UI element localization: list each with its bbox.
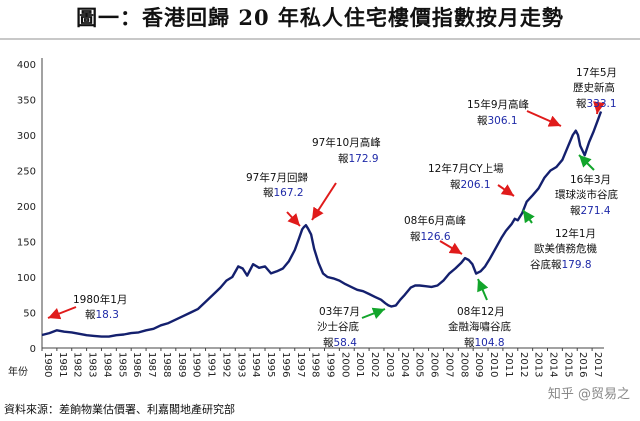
ann-1980-value: 報18.3 — [85, 309, 119, 321]
y-axis-ticks: 0 50 100 150 200 250 300 350 400 — [17, 60, 36, 355]
x-tick-label: 1986 — [131, 352, 142, 377]
x-tick-label: 2017 — [592, 352, 603, 377]
ann-08jun-value: 報126.6 — [410, 231, 451, 243]
x-tick-label: 1990 — [191, 352, 202, 377]
source-note: 資料來源：差餉物業估價署、利嘉閣地產研究部 — [4, 403, 235, 416]
ann-16mar-label-b: 環球淡市谷底 — [555, 188, 618, 201]
x-tick-label: 2002 — [369, 352, 380, 377]
x-tick-label: 1994 — [250, 352, 261, 377]
y-tick-label: 300 — [17, 131, 36, 142]
ann-03-value: 報58.4 — [323, 337, 357, 349]
ann-12jan-label-b: 歐美債務危機 — [534, 242, 597, 255]
ann-15sep-label: 15年9月高峰 — [467, 98, 530, 111]
x-tick-label: 1993 — [235, 352, 246, 377]
y-tick-label: 350 — [17, 96, 36, 107]
y-tick-label: 400 — [17, 60, 36, 71]
x-axis-ticks: 1980 1981 1982 1983 1984 1985 1986 1987 1988 1989… — [41, 348, 603, 377]
ann-12jan-value: 谷底報179.8 — [530, 258, 592, 271]
series-line — [41, 111, 603, 338]
x-tick-label: 2016 — [577, 352, 588, 377]
arrow-1980 — [47, 306, 77, 320]
arrow-97-oct — [311, 182, 337, 221]
x-tick-label: 2014 — [548, 352, 559, 377]
ann-16mar-label-a: 16年3月 — [570, 173, 611, 186]
annotations: 1980年1月 報18.3 97年7月回歸 報167.2 97年10月高峰 報1… — [73, 66, 618, 349]
ann-97oct-label: 97年10月高峰 — [312, 136, 381, 149]
arrow-08-jun — [439, 240, 463, 255]
y-tick-label: 100 — [17, 273, 36, 284]
x-tick-label: 1988 — [161, 352, 172, 377]
x-tick-label: 2008 — [458, 352, 469, 377]
ann-12jan-label-a: 12年1月 — [555, 227, 596, 240]
ann-03-label-b: 沙士谷底 — [317, 320, 359, 333]
arrow-97-jul — [286, 211, 301, 227]
ann-08dec-label-b: 金融海嘯谷底 — [448, 320, 511, 333]
y-tick-label: 0 — [30, 344, 36, 355]
arrow-12-jan — [522, 209, 535, 224]
x-tick-label: 2003 — [384, 352, 395, 377]
x-tick-label: 2000 — [339, 352, 350, 377]
x-tick-label: 1983 — [87, 352, 98, 377]
ann-17may-value: 報333.1 — [576, 98, 617, 110]
x-tick-label: 2015 — [562, 352, 573, 377]
x-tick-label: 1989 — [176, 352, 187, 377]
ann-97jul-value: 報167.2 — [263, 187, 304, 199]
axes — [41, 58, 604, 349]
x-tick-label: 1982 — [72, 352, 83, 377]
arrow-08-dec — [477, 278, 489, 301]
arrow-17-may — [593, 101, 605, 115]
ann-03-label-a: 03年7月 — [319, 305, 360, 318]
x-tick-label: 2012 — [518, 352, 529, 377]
x-tick-label: 2001 — [354, 352, 365, 377]
x-tick-label: 2006 — [429, 352, 440, 377]
arrow-12-jul — [497, 184, 515, 197]
y-tick-label: 150 — [17, 238, 36, 249]
arrow-16-mar — [578, 154, 595, 171]
y-tick-label: 50 — [23, 309, 36, 320]
x-tick-label: 1991 — [206, 352, 217, 377]
x-tick-label: 2010 — [488, 352, 499, 377]
ann-17may-label-b: 歷史新高 — [573, 81, 615, 94]
arrow-03-jul — [361, 307, 386, 319]
ann-97jul-label: 97年7月回歸 — [246, 171, 308, 184]
x-tick-label: 2011 — [503, 352, 514, 377]
x-tick-label: 1998 — [310, 352, 321, 377]
x-tick-label: 2007 — [443, 352, 454, 377]
ann-08jun-label: 08年6月高峰 — [404, 214, 467, 227]
x-tick-label: 2013 — [533, 352, 544, 377]
y-tick-label: 250 — [17, 167, 36, 178]
x-tick-label: 1987 — [146, 352, 157, 377]
ann-08dec-value: 報104.8 — [464, 337, 505, 349]
annotation-arrows — [47, 101, 605, 320]
x-tick-label: 1992 — [220, 352, 231, 377]
x-tick-label: 1984 — [101, 352, 112, 377]
arrow-15-sep — [526, 110, 562, 127]
ann-08dec-label-a: 08年12月 — [457, 305, 505, 318]
x-tick-label: 1995 — [265, 352, 276, 377]
ann-1980-label: 1980年1月 — [73, 293, 127, 306]
x-tick-label: 2005 — [414, 352, 425, 377]
x-tick-label: 1996 — [280, 352, 291, 377]
ann-16mar-value: 報271.4 — [570, 205, 611, 217]
y-tick-label: 200 — [17, 202, 36, 213]
x-tick-label: 1980 — [42, 352, 53, 377]
ann-15sep-value: 報306.1 — [477, 115, 518, 127]
x-tick-label: 1997 — [295, 352, 306, 377]
x-tick-label: 1985 — [116, 352, 127, 377]
x-tick-label: 2009 — [473, 352, 484, 377]
ann-97oct-value: 報172.9 — [338, 153, 379, 165]
x-tick-label: 2004 — [399, 352, 410, 377]
ann-17may-label-a: 17年5月 — [576, 66, 617, 79]
x-tick-label: 1981 — [57, 352, 68, 377]
watermark: 知乎 @贸易之 — [547, 387, 630, 402]
chart-title: 圖一：香港回歸 20 年私人住宅樓價指數按月走勢 — [0, 0, 640, 40]
ann-12jul-value: 報206.1 — [450, 179, 491, 191]
ann-12jul-label: 12年7月CY上場 — [428, 162, 504, 175]
x-tick-label: 1999 — [324, 352, 335, 377]
x-axis-label: 年份 — [8, 365, 28, 378]
